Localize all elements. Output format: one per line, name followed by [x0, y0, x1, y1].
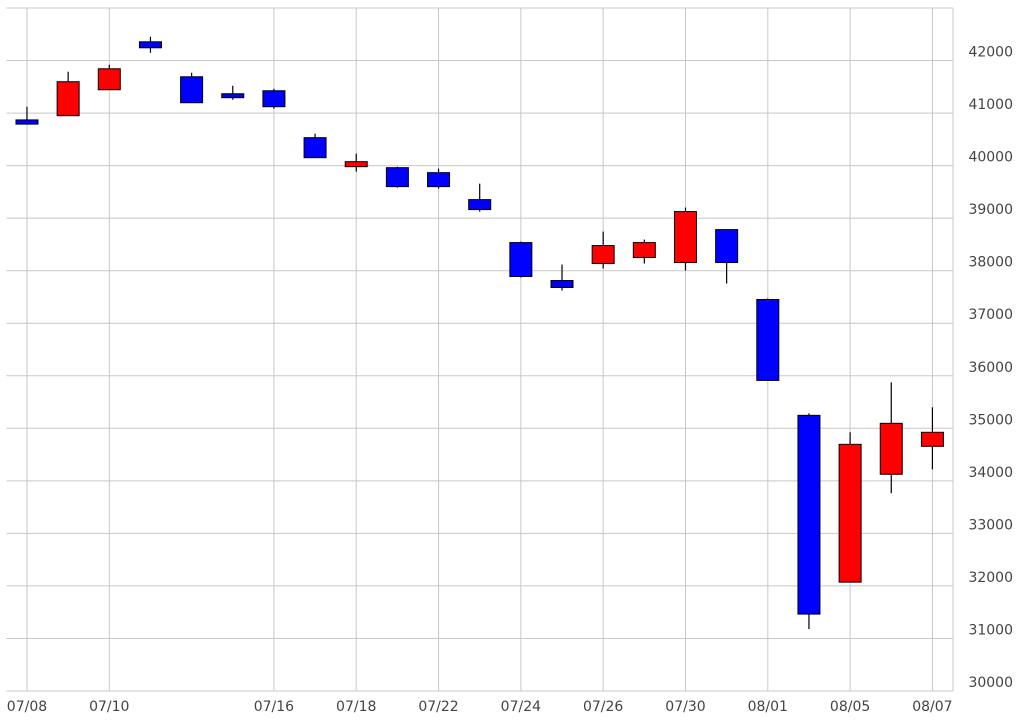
- y-tick-label: 30000: [968, 675, 1013, 691]
- y-tick-label: 41000: [968, 97, 1013, 113]
- y-tick-label: 40000: [968, 150, 1013, 166]
- candle-body: [303, 137, 327, 159]
- x-tick-label: 07/24: [501, 699, 541, 715]
- candle-body: [756, 298, 780, 381]
- candle-body: [138, 41, 162, 49]
- x-tick-label: 08/07: [912, 699, 952, 715]
- x-tick-label: 07/16: [254, 699, 294, 715]
- candle-body: [838, 443, 862, 583]
- candle-body: [920, 431, 944, 447]
- candle-body: [427, 172, 451, 188]
- candle-body: [221, 93, 245, 99]
- x-tick-label: 07/30: [665, 699, 705, 715]
- x-tick-label: 07/22: [418, 699, 458, 715]
- y-tick-label: 35000: [968, 412, 1013, 428]
- x-tick-label: 07/18: [336, 699, 376, 715]
- y-tick-label: 42000: [968, 45, 1013, 61]
- candle-body: [632, 242, 656, 259]
- y-tick-label: 31000: [968, 622, 1013, 638]
- candle-body: [715, 229, 739, 264]
- candle-body: [468, 199, 492, 211]
- x-tick-label: 07/26: [583, 699, 623, 715]
- candle-body: [509, 242, 533, 278]
- candle-body: [550, 280, 574, 289]
- candle-body: [15, 119, 39, 125]
- y-tick-label: 37000: [968, 307, 1013, 323]
- y-tick-label: 36000: [968, 360, 1013, 376]
- x-tick-label: 08/05: [830, 699, 870, 715]
- candle-body: [797, 414, 821, 615]
- candle-body: [385, 167, 409, 188]
- y-tick-label: 38000: [968, 255, 1013, 271]
- y-tick-label: 32000: [968, 570, 1013, 586]
- y-tick-label: 34000: [968, 465, 1013, 481]
- candle-body: [262, 90, 286, 108]
- y-tick-label: 33000: [968, 517, 1013, 533]
- x-tick-label: 07/08: [7, 699, 47, 715]
- candle-body: [180, 76, 204, 104]
- y-tick-label: 39000: [968, 202, 1013, 218]
- candle-body: [344, 161, 368, 168]
- candle-body: [591, 245, 615, 265]
- candle-body: [673, 211, 697, 264]
- candle-body: [56, 81, 80, 117]
- x-tick-label: 08/01: [748, 699, 788, 715]
- candle-body: [879, 422, 903, 475]
- candle-body: [97, 68, 121, 91]
- x-tick-label: 07/10: [89, 699, 129, 715]
